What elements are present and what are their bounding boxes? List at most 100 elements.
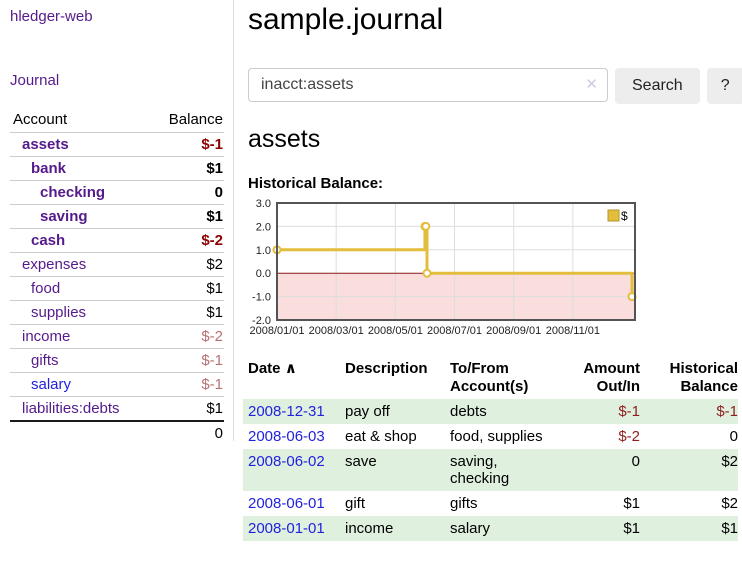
transaction-balance: $1 (721, 520, 738, 537)
transaction-accounts: salary (450, 520, 491, 537)
x-tick-label: 2008/07/01 (427, 325, 482, 337)
legend-label: $ (621, 209, 628, 223)
account-balance: $1 (206, 400, 223, 417)
y-tick-label: -2.0 (252, 315, 271, 327)
transaction-description: income (345, 520, 394, 537)
transaction-accounts: debts (450, 403, 487, 420)
sort-asc-icon: ∧ (284, 360, 297, 377)
account-link-salary[interactable]: salary (31, 376, 72, 393)
account-balance: $2 (206, 256, 223, 273)
account-link-gifts[interactable]: gifts (31, 352, 59, 369)
transaction-balance: $2 (721, 495, 738, 512)
account-row: salary $-1 (10, 372, 224, 397)
transaction-balance: $-1 (716, 403, 738, 420)
accounts-total-row: 0 (10, 421, 224, 445)
transaction-amount: $1 (623, 495, 640, 512)
account-row: bank $1 (10, 156, 224, 181)
transaction-date-link[interactable]: 2008-12-31 (248, 403, 325, 420)
account-row: saving $1 (10, 204, 224, 229)
transaction-date-link[interactable]: 2008-06-01 (248, 495, 325, 512)
transaction-date-link[interactable]: 2008-06-02 (248, 453, 325, 470)
account-link-expenses[interactable]: expenses (22, 256, 87, 273)
transaction-amount: $1 (623, 520, 640, 537)
register-header-date[interactable]: Date ∧ (248, 360, 297, 377)
transaction-amount: 0 (631, 453, 640, 470)
account-link-checking[interactable]: checking (40, 184, 106, 201)
account-row: checking 0 (10, 180, 224, 205)
transaction-accounts: saving, checking (450, 453, 510, 487)
transaction-description: eat & shop (345, 428, 417, 445)
account-link-supplies[interactable]: supplies (31, 304, 87, 321)
transaction-balance: $2 (721, 453, 738, 470)
register-header-amount: Amount Out/In (583, 360, 640, 395)
account-balance: $-2 (201, 328, 223, 345)
transaction-date-link[interactable]: 2008-01-01 (248, 520, 325, 537)
account-link-income[interactable]: income (22, 328, 71, 345)
y-tick-label: 3.0 (256, 198, 271, 210)
account-balance: $1 (206, 160, 223, 177)
y-tick-label: -1.0 (252, 292, 271, 304)
search-form: ✕ Search ? (248, 68, 742, 104)
brand-link[interactable]: hledger-web (10, 8, 93, 25)
account-heading: assets (248, 125, 321, 153)
x-tick-label: 2008/01/01 (249, 325, 304, 337)
account-balance: 0 (214, 184, 223, 201)
account-balance: $1 (206, 304, 223, 321)
register-header-balance: Historical Balance (669, 360, 738, 395)
account-link-cash[interactable]: cash (31, 232, 66, 249)
account-row: cash $-2 (10, 228, 224, 253)
register-row: 2008-06-02 save saving, checking 0 $2 (243, 449, 738, 491)
account-row: food $1 (10, 276, 224, 301)
accounts-table: Account Balance assets $-1 bank $1 checking 0… (10, 108, 224, 445)
transaction-description: pay off (345, 403, 390, 420)
transaction-amount: $-2 (618, 428, 640, 445)
account-balance: $-1 (201, 376, 223, 393)
account-row: assets $-1 (10, 132, 224, 157)
accounts-header-balance: Balance (168, 111, 223, 128)
account-row: supplies $1 (10, 300, 224, 325)
transaction-date-link[interactable]: 2008-06-03 (248, 428, 325, 445)
search-input[interactable] (248, 68, 608, 102)
account-balance: $-2 (201, 232, 223, 249)
account-link-liabilities-debts[interactable]: liabilities:debts (22, 400, 120, 417)
accounts-header-account: Account (13, 111, 68, 128)
balance-chart[interactable]: $3.0 2.0 1.0 0.0 -1.0 -2.0 2008/01/01 2008/03/0… (248, 198, 742, 339)
account-balance: $1 (206, 280, 223, 297)
account-link-assets[interactable]: assets (22, 136, 69, 153)
register-table: Date ∧ Description To/From Account(s) Am… (243, 358, 738, 541)
accounts-total-value: 0 (214, 425, 223, 442)
search-button[interactable]: Search (615, 68, 700, 104)
account-row: gifts $-1 (10, 348, 224, 373)
account-balance: $-1 (201, 352, 223, 369)
transaction-balance: 0 (729, 428, 738, 445)
app-window: hledger-web Journal Account Balance asse… (0, 0, 742, 541)
account-row: income $-2 (10, 324, 224, 349)
account-balance: $1 (206, 208, 223, 225)
page-title: sample.journal (248, 3, 444, 36)
x-tick-label: 2008/03/01 (309, 325, 364, 337)
sidebar-item-journal[interactable]: Journal (10, 72, 60, 89)
account-balance: $-1 (201, 136, 223, 153)
transaction-description: gift (345, 495, 366, 512)
x-tick-label: 2008/11/01 (546, 325, 600, 337)
sidebar: hledger-web Journal Account Balance asse… (0, 0, 234, 442)
y-tick-label: 2.0 (256, 221, 271, 233)
account-row: liabilities:debts $1 (10, 396, 224, 422)
y-tick-label: 1.0 (256, 245, 271, 257)
account-link-bank[interactable]: bank (31, 160, 67, 177)
register-row: 2008-06-01 gift gifts $1 $2 (243, 491, 738, 516)
register-header-accounts: To/From Account(s) (450, 360, 529, 395)
data-point-marker (422, 268, 432, 278)
register-header-description: Description (345, 360, 428, 377)
register-row: 2008-01-01 income salary $1 $1 (243, 516, 738, 541)
account-row: expenses $2 (10, 252, 224, 277)
x-tick-label: 2008/05/01 (368, 325, 423, 337)
help-button[interactable]: ? (706, 68, 742, 104)
data-point-marker (421, 221, 431, 231)
transaction-accounts: gifts (450, 495, 478, 512)
account-link-saving[interactable]: saving (40, 208, 88, 225)
account-link-food[interactable]: food (31, 280, 61, 297)
clear-search-icon[interactable]: ✕ (585, 76, 598, 93)
legend-swatch (607, 209, 620, 222)
transaction-description: save (345, 453, 377, 470)
